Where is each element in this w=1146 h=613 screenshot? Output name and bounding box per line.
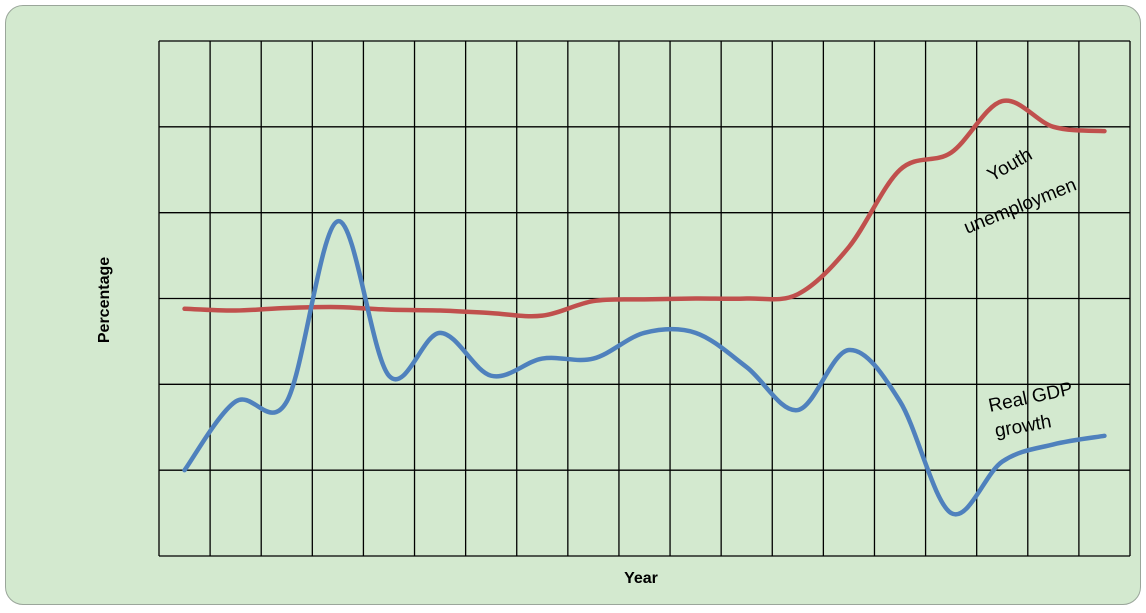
x-axis-label: Year <box>624 570 658 587</box>
series-lines <box>182 98 1107 517</box>
youth-unemployment-line <box>182 98 1107 319</box>
y-axis-label: Percentage <box>96 257 113 343</box>
youth-unemployment-label-line2: unemploymen <box>961 174 1080 238</box>
gdp-growth-line <box>182 219 1107 517</box>
gdp-growth-label-line2: growth <box>993 411 1053 442</box>
series-labels: Youth unemploymen Real GDP growth <box>961 144 1080 442</box>
